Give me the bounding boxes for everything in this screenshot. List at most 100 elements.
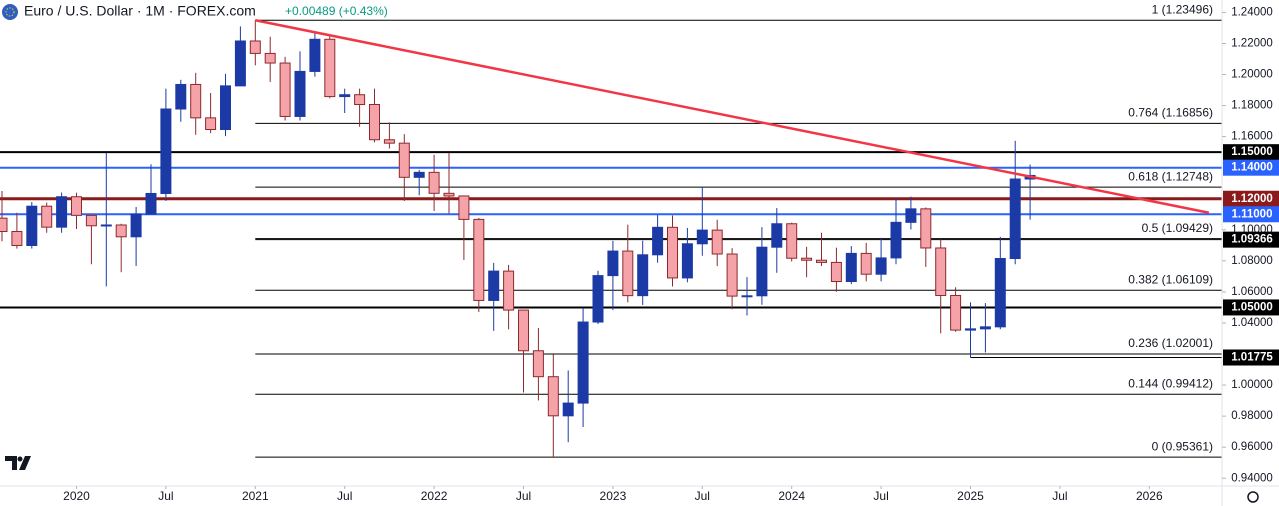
x-tick-label: 2026 [1136,489,1163,503]
candle-body [205,117,217,130]
level-box [1223,231,1279,248]
tv-logo [5,456,31,470]
candle-body [473,218,485,301]
level-label: 1.09366 [1231,234,1273,246]
candle-body [667,226,678,279]
candle-body [786,223,798,259]
x-tick-label: Jul [1052,489,1067,503]
candle-body [130,213,142,238]
candle-body [443,192,455,197]
candle-body [398,142,410,178]
candle-body [935,247,947,296]
candle-body [324,38,336,98]
candle-body [115,224,127,238]
chart-title: Euro / U.S. Dollar · 1M · FOREX.com [24,3,256,19]
price-change: +0.00489 (+0.43%) [285,4,388,18]
candle-body [369,103,380,141]
level-label: 1.12000 [1231,193,1273,205]
level-label: 1.11000 [1232,208,1273,220]
candle-body [875,257,887,275]
candle-body [652,226,664,256]
x-tick-label: Jul [158,489,173,503]
level-label: 1.05000 [1231,301,1273,313]
candle-body [503,270,515,311]
candle-body [160,108,172,194]
candle-body [711,229,723,255]
y-tick-label: 1.08000 [1231,255,1273,267]
y-tick-label: 1.16000 [1231,131,1273,143]
candle-body [890,221,902,259]
fib-label: 0.382 (1.06109) [1128,272,1213,286]
level-box [1223,299,1279,316]
candle-body [920,208,932,249]
candle-body [547,376,559,417]
candle-body [309,38,321,72]
candle-body [801,257,813,261]
candle-body [771,223,783,248]
level-label: 1.01775 [1231,352,1273,364]
candle-body [860,252,872,275]
trendline [255,19,1210,214]
candle-body [816,259,827,263]
candle-body [592,275,604,323]
candle-body [0,217,8,233]
candle-body [413,171,425,178]
candle-body [950,294,962,331]
x-tick-label: 2023 [600,489,627,503]
fib-label: 0 (0.95361) [1152,439,1213,453]
settings-icon[interactable] [1247,491,1259,503]
plot-area: 1 (1.23496) 0.764 (1.16856) 0.618 (1.12748… [0,2,1222,458]
candle-body [622,250,634,297]
logo-dot [17,456,23,462]
candle-body [532,350,544,378]
candle-body [85,214,97,227]
candle-body [607,250,619,277]
y-tick-label: 0.94000 [1231,472,1273,484]
level-box [1223,159,1279,176]
candle-body [845,252,857,283]
candle-body [518,309,529,352]
candle-body [249,40,261,54]
fib-label: 0.764 (1.16856) [1128,106,1213,120]
candle-body [294,70,306,117]
x-tick-label: Jul [695,489,710,503]
y-tick-label: 1.06000 [1231,286,1273,298]
flag-icon [2,4,18,20]
x-tick-label: Jul [873,489,888,503]
candle-body [726,253,738,297]
candle-body [71,196,82,216]
candle-body [56,196,68,228]
level-box [1223,206,1279,223]
candle-body [190,83,202,119]
fib-label: 0.236 (1.02001) [1128,336,1213,350]
candle-body [696,229,708,245]
candle-body [488,270,500,301]
level-label: 1.14000 [1231,162,1273,174]
candle-body [905,208,917,223]
level-label: 1.15000 [1231,146,1273,158]
candle-body [1009,178,1021,260]
candle-body [458,195,470,220]
candle-body [220,85,231,130]
x-tick-label: Jul [516,489,531,503]
level-box [1223,349,1279,366]
y-tick-label: 1.00000 [1231,379,1273,391]
candle-body [145,192,157,215]
y-tick-label: 1.20000 [1231,69,1273,81]
candle-body [26,205,38,246]
candle-body [830,261,842,283]
fib-label: 0.618 (1.12748) [1128,169,1213,183]
candle-body [175,83,187,110]
candle-body [354,94,366,105]
level-box [1223,144,1279,161]
x-tick-label: 2025 [957,489,984,503]
fib-label: 0.144 (0.99412) [1128,376,1213,390]
y-tick-label: 1.24000 [1231,6,1273,18]
candle-body [11,231,23,246]
candle-body [41,205,53,228]
candle-body [562,402,574,417]
candle-body [756,246,768,297]
y-tick-label: 1.18000 [1231,100,1273,112]
fib-label: 1 (1.23496) [1152,2,1213,16]
